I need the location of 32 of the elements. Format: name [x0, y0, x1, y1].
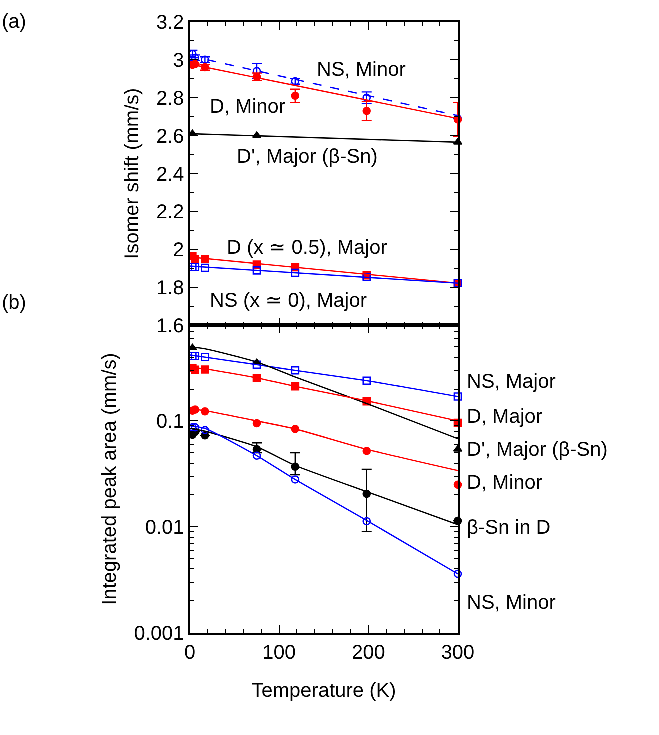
y-tick-label: 2.8: [156, 88, 184, 110]
y-tick-label: 2.6: [156, 126, 184, 148]
y-tick-label: 2.2: [156, 202, 184, 224]
y-axis-title: Isomer shift (mm/s): [121, 88, 144, 260]
text: (b): [2, 292, 26, 314]
text: (a): [2, 11, 26, 33]
y-tick-label: 3.2: [156, 12, 184, 34]
x-tick-label: 300: [441, 642, 475, 664]
y-axis-title: Integrated peak area (mm/s): [99, 353, 122, 606]
x-axis-title: Temperature (K): [252, 680, 396, 702]
y-tick-label: 0.001: [134, 622, 184, 645]
text: β-Sn in D: [467, 517, 551, 539]
text: D, Minor: [467, 472, 543, 494]
text: D', Major (β-Sn): [467, 439, 608, 461]
text: NS, Minor: [467, 592, 556, 614]
y-tick-label: 0.1: [156, 411, 184, 434]
x-tick-label: 0: [184, 642, 196, 664]
annotation: D, Minor: [210, 96, 286, 118]
text: D, Major: [467, 406, 543, 428]
y-tick-label: 1.8: [156, 278, 184, 300]
y-tick-label: 3: [173, 50, 184, 72]
text: NS, Major: [467, 371, 556, 393]
annotation: D', Major (β-Sn): [237, 146, 378, 168]
annotation: D (x ≃ 0.5), Major: [227, 237, 388, 259]
y-tick-label: 2.4: [156, 164, 184, 186]
annotation: NS (x ≃ 0), Major: [210, 290, 368, 312]
y-tick-label: 2: [173, 240, 184, 262]
annotation: NS, Minor: [317, 59, 406, 81]
x-tick-label: 100: [262, 642, 296, 664]
y-tick-label: 1.6: [156, 316, 184, 338]
y-tick-label: 0.01: [145, 517, 184, 540]
x-tick-label: 200: [352, 642, 386, 664]
